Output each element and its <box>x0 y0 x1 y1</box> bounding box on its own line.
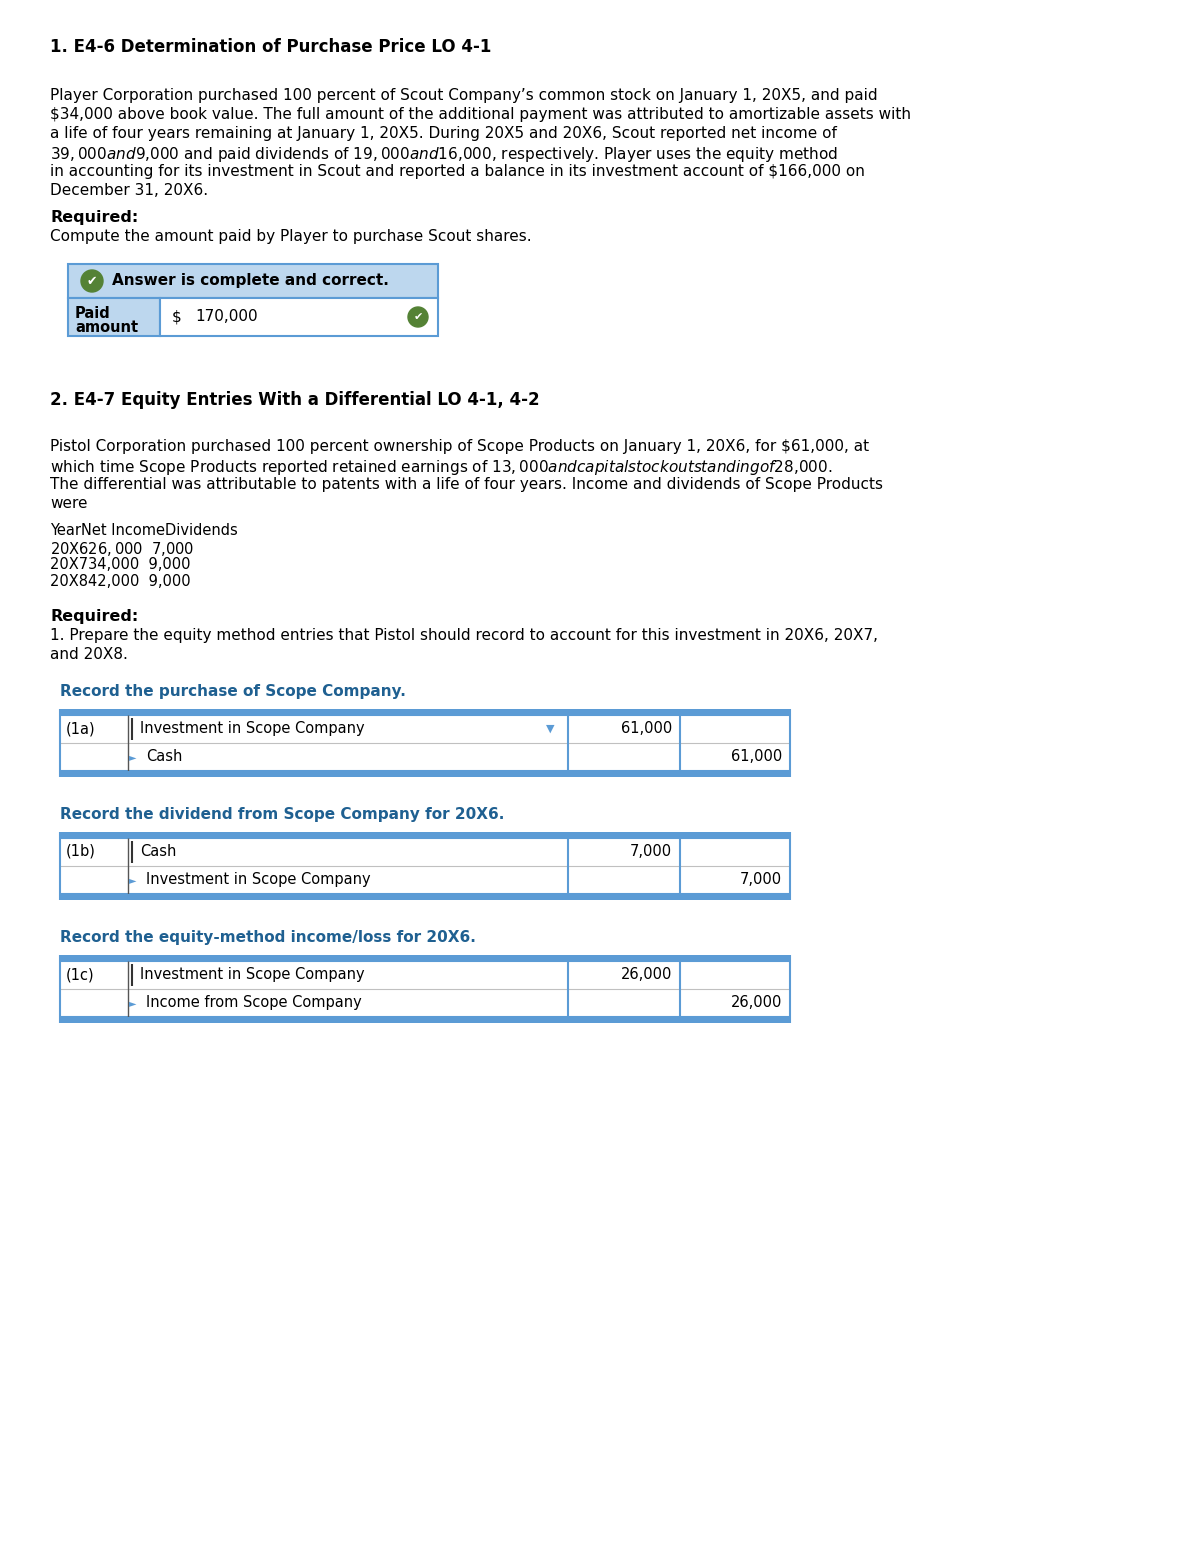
Text: Cash: Cash <box>140 843 176 859</box>
Text: Cash: Cash <box>146 749 182 764</box>
Text: which time Scope Products reported retained earnings of $13,000 and capital stoc: which time Scope Products reported retai… <box>50 458 833 477</box>
Text: ✔: ✔ <box>86 275 97 287</box>
Text: $: $ <box>172 309 181 325</box>
Text: $34,000 above book value. The full amount of the additional payment was attribut: $34,000 above book value. The full amoun… <box>50 107 911 123</box>
Text: Answer is complete and correct.: Answer is complete and correct. <box>112 273 389 287</box>
Text: (1b): (1b) <box>66 843 96 859</box>
Text: Record the equity-method income/loss for 20X6.: Record the equity-method income/loss for… <box>60 930 476 944</box>
Bar <box>60 895 790 901</box>
Text: 2. E4-7 Equity Entries With a Differential LO 4-1, 4-2: 2. E4-7 Equity Entries With a Differenti… <box>50 391 540 408</box>
Text: ✔: ✔ <box>413 312 422 321</box>
Text: a life of four years remaining at January 1, 20X5. During 20X5 and 20X6, Scout r: a life of four years remaining at Januar… <box>50 126 836 141</box>
Text: amount: amount <box>74 320 138 335</box>
Text: YearNet IncomeDividends: YearNet IncomeDividends <box>50 523 238 537</box>
Text: Player Corporation purchased 100 percent of Scout Company’s common stock on Janu: Player Corporation purchased 100 percent… <box>50 89 877 102</box>
Text: Required:: Required: <box>50 210 138 225</box>
Text: Required:: Required: <box>50 609 138 624</box>
Text: Investment in Scope Company: Investment in Scope Company <box>140 721 365 736</box>
Text: Compute the amount paid by Player to purchase Scout shares.: Compute the amount paid by Player to pur… <box>50 228 532 244</box>
Bar <box>60 839 790 895</box>
Text: 7,000: 7,000 <box>740 871 782 887</box>
Bar <box>60 710 790 714</box>
Text: 1. Prepare the equity method entries that Pistol should record to account for th: 1. Prepare the equity method entries tha… <box>50 627 878 643</box>
Text: $39,000 and $9,000 and paid dividends of $19,000 and $16,000, respectively. Play: $39,000 and $9,000 and paid dividends of… <box>50 144 838 165</box>
Text: The differential was attributable to patents with a life of four years. Income a: The differential was attributable to pat… <box>50 477 883 492</box>
Text: 61,000: 61,000 <box>731 749 782 764</box>
Text: and 20X8.: and 20X8. <box>50 648 128 662</box>
Text: ►: ► <box>130 999 137 1008</box>
Text: ▼: ▼ <box>546 724 554 735</box>
Text: in accounting for its investment in Scout and reported a balance in its investme: in accounting for its investment in Scou… <box>50 165 865 179</box>
Text: 20X734,000  9,000: 20X734,000 9,000 <box>50 558 191 572</box>
Text: 7,000: 7,000 <box>630 843 672 859</box>
Text: Investment in Scope Company: Investment in Scope Company <box>146 871 371 887</box>
Text: (1a): (1a) <box>66 721 96 736</box>
Text: ►: ► <box>130 874 137 885</box>
Bar <box>60 770 790 776</box>
Circle shape <box>82 270 103 292</box>
Text: 26,000: 26,000 <box>731 995 782 1009</box>
Text: Record the purchase of Scope Company.: Record the purchase of Scope Company. <box>60 683 406 699</box>
Text: Paid: Paid <box>74 306 110 321</box>
Text: 170,000: 170,000 <box>194 309 258 325</box>
Text: Record the dividend from Scope Company for 20X6.: Record the dividend from Scope Company f… <box>60 808 504 822</box>
Text: (1c): (1c) <box>66 968 95 981</box>
Text: were: were <box>50 495 88 511</box>
Text: December 31, 20X6.: December 31, 20X6. <box>50 183 208 197</box>
Bar <box>160 298 438 335</box>
Bar <box>60 955 790 961</box>
Text: Income from Scope Company: Income from Scope Company <box>146 995 361 1009</box>
Text: Investment in Scope Company: Investment in Scope Company <box>140 968 365 981</box>
Text: Pistol Corporation purchased 100 percent ownership of Scope Products on January : Pistol Corporation purchased 100 percent… <box>50 439 869 453</box>
Text: 61,000: 61,000 <box>620 721 672 736</box>
Text: 20X842,000  9,000: 20X842,000 9,000 <box>50 575 191 589</box>
Circle shape <box>408 307 428 328</box>
Text: 26,000: 26,000 <box>620 968 672 981</box>
Bar <box>68 298 160 335</box>
Bar <box>60 832 790 839</box>
Bar <box>60 714 790 770</box>
Bar <box>68 264 438 298</box>
Text: 1. E4-6 Determination of Purchase Price LO 4-1: 1. E4-6 Determination of Purchase Price … <box>50 37 491 56</box>
Text: ►: ► <box>130 752 137 763</box>
Text: 20X6$  26,000  $  7,000: 20X6$ 26,000 $ 7,000 <box>50 540 194 558</box>
Bar <box>60 961 790 1017</box>
Bar <box>60 1017 790 1023</box>
